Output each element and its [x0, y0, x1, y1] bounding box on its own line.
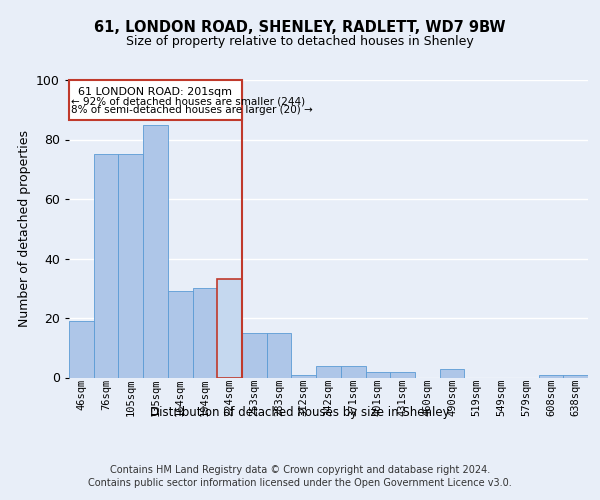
Bar [118, 154, 143, 378]
Text: Contains public sector information licensed under the Open Government Licence v3: Contains public sector information licen… [88, 478, 512, 488]
Bar [292, 374, 316, 378]
Bar [267, 333, 292, 378]
Bar [193, 288, 217, 378]
Bar [143, 124, 168, 378]
Text: Contains HM Land Registry data © Crown copyright and database right 2024.: Contains HM Land Registry data © Crown c… [110, 465, 490, 475]
Bar [563, 374, 588, 378]
Bar [341, 366, 365, 378]
Bar [440, 368, 464, 378]
Bar [217, 280, 242, 378]
Text: ← 92% of detached houses are smaller (244): ← 92% of detached houses are smaller (24… [71, 96, 305, 106]
Bar [69, 321, 94, 378]
Bar [316, 366, 341, 378]
Bar [242, 333, 267, 378]
FancyBboxPatch shape [69, 80, 242, 120]
Text: Distribution of detached houses by size in Shenley: Distribution of detached houses by size … [150, 406, 450, 419]
Bar [365, 372, 390, 378]
Bar [94, 154, 118, 378]
Y-axis label: Number of detached properties: Number of detached properties [17, 130, 31, 327]
Bar [168, 291, 193, 378]
Text: 61 LONDON ROAD: 201sqm: 61 LONDON ROAD: 201sqm [79, 88, 233, 98]
Bar [539, 374, 563, 378]
Bar [390, 372, 415, 378]
Text: Size of property relative to detached houses in Shenley: Size of property relative to detached ho… [126, 35, 474, 48]
Text: 8% of semi-detached houses are larger (20) →: 8% of semi-detached houses are larger (2… [71, 106, 313, 116]
Text: 61, LONDON ROAD, SHENLEY, RADLETT, WD7 9BW: 61, LONDON ROAD, SHENLEY, RADLETT, WD7 9… [94, 20, 506, 35]
